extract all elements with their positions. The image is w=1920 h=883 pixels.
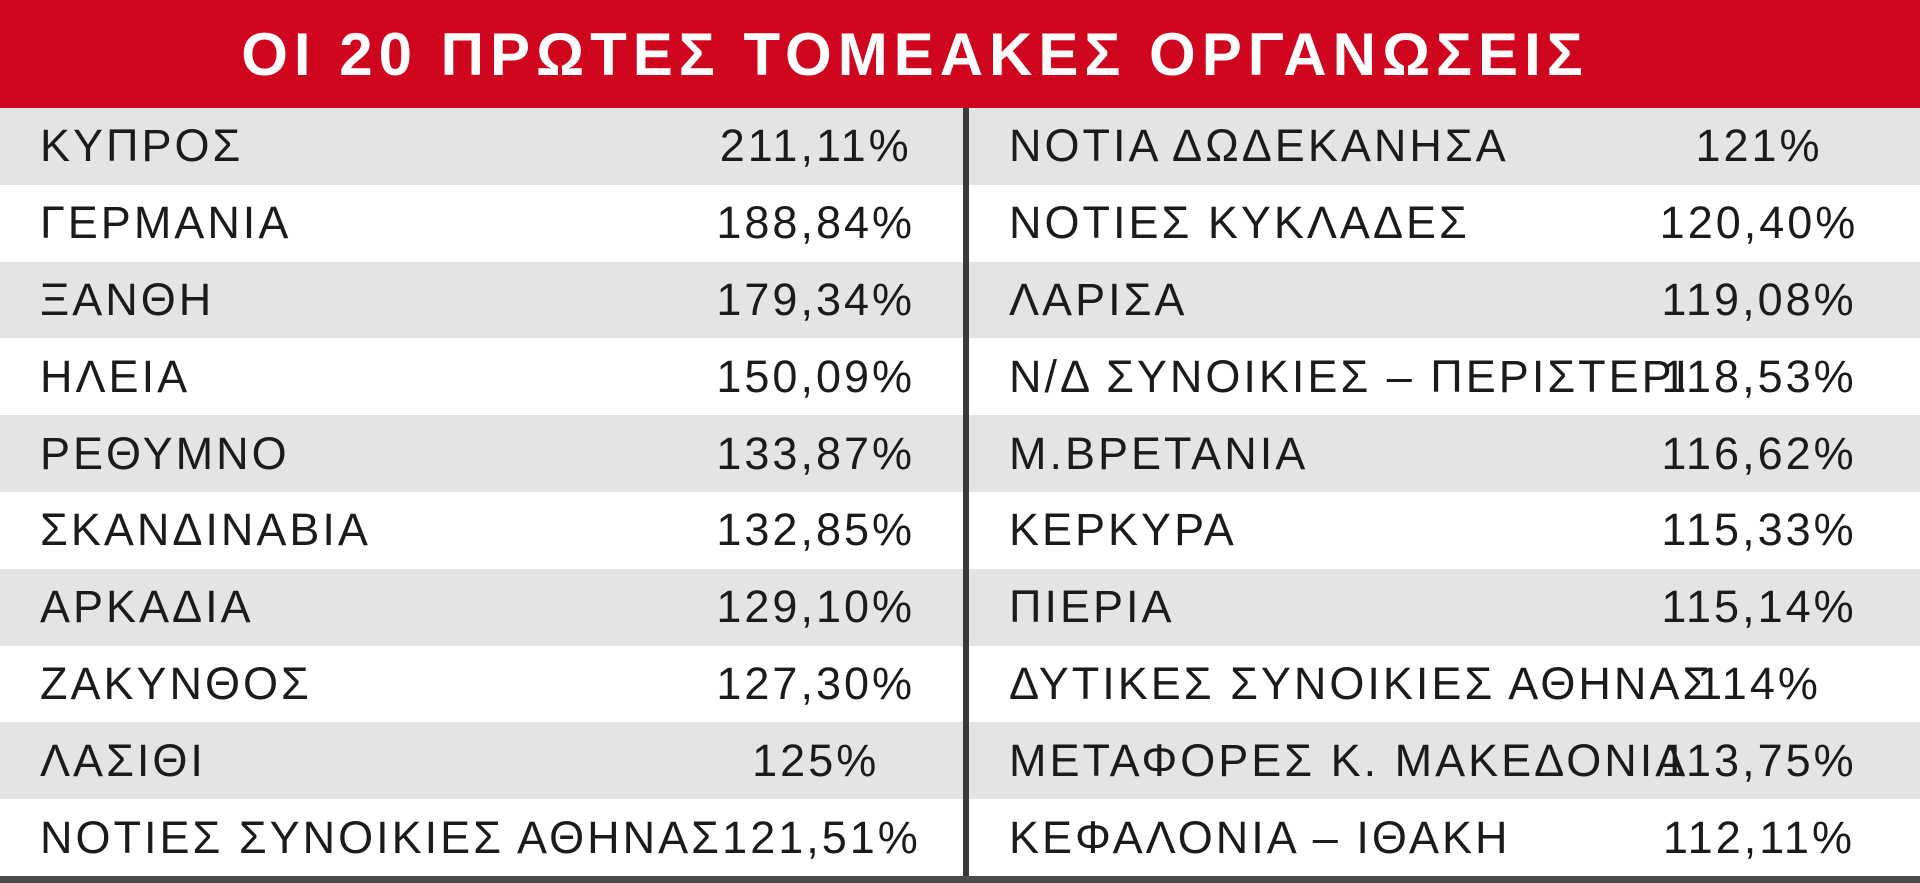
row-value: 120,40% xyxy=(1659,197,1859,249)
table-row: ΚΥΠΡΟΣ 211,11% xyxy=(0,108,963,185)
table-row: ΛΑΡΙΣΑ 119,08% xyxy=(969,261,1920,339)
table-row: ΝΟΤΙΕΣ ΚΥΚΛΑΔΕΣ 120,40% xyxy=(969,184,1920,262)
row-value: 115,14% xyxy=(1661,581,1857,633)
row-value: 119,08% xyxy=(1661,273,1857,325)
row-name: ΜΕΤΑΦΟΡΕΣ Κ. ΜΑΚΕΔΟΝΙΑ xyxy=(1009,734,1689,786)
column-divider xyxy=(963,108,969,876)
row-value: 118,53% xyxy=(1661,350,1857,402)
row-name: ΞΑΝΘΗ xyxy=(40,273,215,325)
row-value: 113,75% xyxy=(1661,734,1857,786)
row-name: ΝΟΤΙΕΣ ΚΥΚΛΑΔΕΣ xyxy=(1009,197,1470,249)
table-row: ΠΙΕΡΙΑ 115,14% xyxy=(969,568,1920,646)
row-name: ΡΕΘΥΜΝΟ xyxy=(40,427,290,479)
table-row: ΚΕΡΚΥΡΑ 115,33% xyxy=(969,491,1920,569)
table-row: ΞΑΝΘΗ 179,34% xyxy=(0,261,963,339)
row-name: Μ.ΒΡΕΤΑΝΙΑ xyxy=(1009,427,1309,479)
table-header: ΟΙ 20 ΠΡΩΤΕΣ ΤΟΜΕΑΚΕΣ ΟΡΓΑΝΩΣΕΙΣ xyxy=(0,0,1920,108)
table-body: ΚΥΠΡΟΣ 211,11% ΓΕΡΜΑΝΙΑ 188,84% ΞΑΝΘΗ 17… xyxy=(0,108,1920,876)
row-name: ΝΟΤΙΕΣ ΣΥΝΟΙΚΙΕΣ ΑΘΗΝΑΣ xyxy=(40,811,722,863)
table-row: ΝΟΤΙΑ ΔΩΔΕΚΑΝΗΣΑ 121% xyxy=(969,108,1920,185)
row-name: ΚΕΦΑΛΟΝΙΑ – ΙΘΑΚΗ xyxy=(1009,811,1511,863)
table-row: Ν/Δ ΣΥΝΟΙΚΙΕΣ – ΠΕΡΙΣΤΕΡΙ 118,53% xyxy=(969,338,1920,416)
row-value: 114% xyxy=(1697,657,1821,709)
row-name: ΣΚΑΝΔΙΝΑΒΙΑ xyxy=(40,504,371,556)
table-row: ΔΥΤΙΚΕΣ ΣΥΝΟΙΚΙΕΣ ΑΘΗΝΑΣ 114% xyxy=(969,645,1920,723)
row-value: 129,10% xyxy=(716,581,916,633)
row-value: 121% xyxy=(1695,120,1823,172)
row-value: 179,34% xyxy=(716,273,916,325)
row-name: ΛΑΣΙΘΙ xyxy=(40,734,206,786)
right-column: ΝΟΤΙΑ ΔΩΔΕΚΑΝΗΣΑ 121% ΝΟΤΙΕΣ ΚΥΚΛΑΔΕΣ 12… xyxy=(969,108,1920,876)
row-name: ΗΛΕΙΑ xyxy=(40,350,191,402)
table-row: Μ.ΒΡΕΤΑΝΙΑ 116,62% xyxy=(969,415,1920,492)
row-name: ΠΙΕΡΙΑ xyxy=(1009,581,1175,633)
row-value: 132,85% xyxy=(716,504,916,556)
row-value: 125% xyxy=(752,734,880,786)
row-name: ΛΑΡΙΣΑ xyxy=(1009,273,1188,325)
row-value: 121,51% xyxy=(722,811,921,863)
bottom-rule xyxy=(0,876,1920,883)
left-column: ΚΥΠΡΟΣ 211,11% ΓΕΡΜΑΝΙΑ 188,84% ΞΑΝΘΗ 17… xyxy=(0,108,963,876)
row-value: 116,62% xyxy=(1661,427,1857,479)
row-value: 188,84% xyxy=(716,197,916,249)
row-value: 133,87% xyxy=(716,427,916,479)
table-row: ΚΕΦΑΛΟΝΙΑ – ΙΘΑΚΗ 112,11% xyxy=(969,799,1920,876)
table-title: ΟΙ 20 ΠΡΩΤΕΣ ΤΟΜΕΑΚΕΣ ΟΡΓΑΝΩΣΕΙΣ xyxy=(241,20,1589,88)
row-value: 127,30% xyxy=(716,657,916,709)
row-value: 115,33% xyxy=(1661,504,1857,556)
table-row: ΝΟΤΙΕΣ ΣΥΝΟΙΚΙΕΣ ΑΘΗΝΑΣ 121,51% xyxy=(0,799,963,876)
table-row: ΜΕΤΑΦΟΡΕΣ Κ. ΜΑΚΕΔΟΝΙΑ 113,75% xyxy=(969,722,1920,800)
row-name: ΝΟΤΙΑ ΔΩΔΕΚΑΝΗΣΑ xyxy=(1009,120,1509,172)
table-row: ΑΡΚΑΔΙΑ 129,10% xyxy=(0,568,963,646)
row-value: 150,09% xyxy=(716,350,916,402)
row-value: 211,11% xyxy=(719,120,912,172)
row-name: ΑΡΚΑΔΙΑ xyxy=(40,581,254,633)
table-row: ΖΑΚΥΝΘΟΣ 127,30% xyxy=(0,645,963,723)
table-row: ΓΕΡΜΑΝΙΑ 188,84% xyxy=(0,184,963,262)
row-name: ΖΑΚΥΝΘΟΣ xyxy=(40,657,312,709)
row-value: 112,11% xyxy=(1663,811,1855,863)
table-row: ΡΕΘΥΜΝΟ 133,87% xyxy=(0,415,963,492)
row-name: ΚΕΡΚΥΡΑ xyxy=(1009,504,1237,556)
row-name: ΓΕΡΜΑΝΙΑ xyxy=(40,197,292,249)
table-row: ΗΛΕΙΑ 150,09% xyxy=(0,338,963,416)
table-row: ΛΑΣΙΘΙ 125% xyxy=(0,722,963,800)
table-row: ΣΚΑΝΔΙΝΑΒΙΑ 132,85% xyxy=(0,491,963,569)
row-name: ΚΥΠΡΟΣ xyxy=(40,120,244,172)
row-name: Ν/Δ ΣΥΝΟΙΚΙΕΣ – ΠΕΡΙΣΤΕΡΙ xyxy=(1009,350,1691,402)
row-name: ΔΥΤΙΚΕΣ ΣΥΝΟΙΚΙΕΣ ΑΘΗΝΑΣ xyxy=(1009,657,1714,709)
